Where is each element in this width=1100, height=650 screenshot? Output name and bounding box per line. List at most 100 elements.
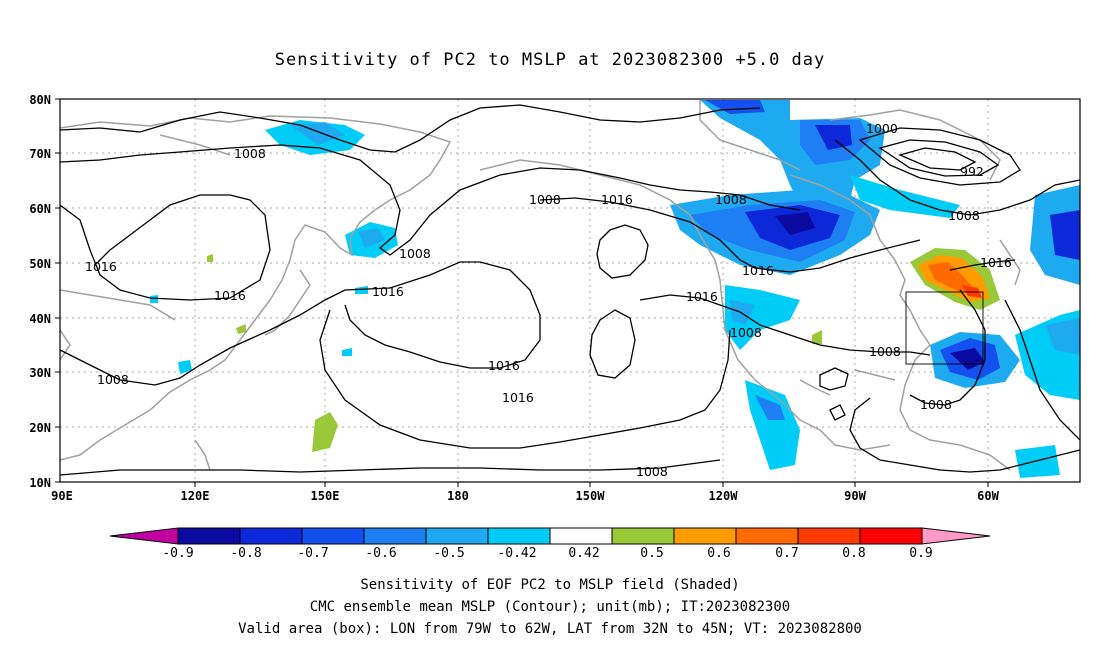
axis-ticks — [55, 98, 989, 487]
caption-line-2: CMC ensemble mean MSLP (Contour); unit(m… — [309, 599, 791, 615]
colorbar-box — [797, 527, 861, 545]
colorbar-label: 0.5 — [640, 546, 663, 561]
colorbar-arrow-low — [109, 527, 179, 545]
shade-atl-dark — [950, 348, 985, 370]
contour-label: 1008 — [948, 208, 980, 223]
shade-natl-dark — [1050, 210, 1080, 260]
shade-canada-darkest — [775, 212, 815, 235]
contour-label: 1008 — [97, 372, 129, 387]
contour-label: 1016 — [488, 358, 520, 373]
lon-tick-label: 120E — [181, 489, 210, 503]
lat-tick-label: 40N — [29, 312, 51, 326]
valid-area-box — [905, 291, 984, 365]
colorbar-box — [239, 527, 303, 545]
contour-label: 1008 — [869, 344, 901, 359]
lon-tick-labels: 90E 120E 150E 180 150W 120W 90W 60W — [51, 489, 999, 503]
lat-tick-label: 10N — [29, 476, 51, 490]
shade-uswest-2 — [730, 300, 755, 325]
shade-mexico-mid — [755, 395, 785, 420]
shade-uswest — [725, 285, 800, 350]
caption-line-1: Sensitivity of EOF PC2 to MSLP field (Sh… — [360, 577, 740, 593]
contour-label: 1000 — [866, 121, 898, 136]
contour-label: 1008 — [399, 246, 431, 261]
colorbar-box — [487, 527, 551, 545]
shade-dot6 — [342, 348, 352, 356]
contour-label: 1016 — [601, 192, 633, 207]
shade-kamchatka-2 — [358, 228, 385, 248]
map-frame — [59, 98, 1081, 483]
colorbar-box — [425, 527, 489, 545]
colorbar-box — [549, 527, 613, 545]
colorbar-label: 0.6 — [707, 546, 730, 561]
shade-bering-2 — [290, 122, 345, 145]
lon-tick-label: 150E — [311, 489, 340, 503]
colorbar-box — [735, 527, 799, 545]
colorbar-label: 0.7 — [775, 546, 798, 561]
colorbar-label: -0.5 — [433, 546, 464, 561]
shade-pos-red — [962, 285, 982, 298]
contour-label: 1008 — [636, 464, 668, 479]
contour-label: 1016 — [502, 390, 534, 405]
shade-atl-se2 — [1045, 318, 1080, 355]
shade-arctic-mid — [705, 100, 765, 114]
sensitivity-shading — [150, 100, 1080, 478]
shade-mexico-light — [745, 380, 800, 470]
colorbar-label: -0.7 — [297, 546, 328, 561]
colorbar — [109, 527, 991, 545]
contour-label: 1008 — [920, 397, 952, 412]
colorbar-box — [859, 527, 923, 545]
contour-label: 1016 — [686, 289, 718, 304]
lat-tick-label: 50N — [29, 257, 51, 271]
shade-dot4 — [178, 360, 192, 374]
colorbar-labels: -0.9 -0.8 -0.7 -0.6 -0.5 -0.42 0.42 0.5 … — [162, 546, 932, 561]
lon-tick-label: 150W — [576, 489, 606, 503]
contour-label: 1008 — [529, 192, 561, 207]
lon-tick-label: 120W — [709, 489, 739, 503]
shade-dot3 — [150, 295, 158, 303]
colorbar-label: 0.8 — [842, 546, 865, 561]
contour-labels: 1008 1008 1008 1008 1008 1008 1008 1008 … — [85, 121, 1012, 479]
contour-label: 1016 — [372, 284, 404, 299]
grid-lines — [60, 99, 1080, 482]
shade-dot7 — [812, 330, 822, 344]
colorbar-label: 0.42 — [568, 546, 599, 561]
shade-dot5 — [355, 286, 368, 294]
contour-label: 1016 — [742, 263, 774, 278]
contour-label: 1008 — [234, 146, 266, 161]
lat-tick-label: 70N — [29, 147, 51, 161]
mslp-contours — [60, 104, 1080, 476]
coastlines — [60, 100, 1021, 471]
shade-atl-s — [1015, 445, 1060, 478]
lat-tick-label: 60N — [29, 202, 51, 216]
contour-label: 1016 — [214, 288, 246, 303]
contour-label: 1008 — [715, 192, 747, 207]
shade-arctic-dark — [815, 125, 852, 150]
lon-tick-label: 60W — [977, 489, 999, 503]
caption-line-3: Valid area (box): LON from 79W to 62W, L… — [238, 621, 862, 637]
colorbar-label: -0.8 — [230, 546, 261, 561]
colorbar-box — [611, 527, 675, 545]
shade-dot1 — [207, 254, 213, 262]
colorbar-box — [177, 527, 241, 545]
caption: Sensitivity of EOF PC2 to MSLP field (Sh… — [0, 574, 1100, 640]
lon-tick-label: 180 — [447, 489, 469, 503]
shade-dot2 — [236, 324, 246, 334]
colorbar-box — [301, 527, 365, 545]
shade-pos-dkorange — [928, 262, 975, 292]
shade-pac-green — [312, 412, 338, 452]
contour-label: 1008 — [730, 325, 762, 340]
contour-label: 1016 — [85, 259, 117, 274]
lat-tick-labels: 80N 70N 60N 50N 40N 30N 20N 10N — [29, 93, 51, 490]
colorbar-box — [363, 527, 427, 545]
contour-label: 992 — [960, 164, 984, 179]
colorbar-label: -0.9 — [162, 546, 193, 561]
contour-label: 1016 — [980, 255, 1012, 270]
lat-tick-label: 20N — [29, 421, 51, 435]
lat-tick-label: 30N — [29, 366, 51, 380]
colorbar-box — [673, 527, 737, 545]
colorbar-label: -0.6 — [365, 546, 396, 561]
map-title: Sensitivity of PC2 to MSLP at 2023082300… — [274, 50, 826, 70]
colorbar-arrow-high — [921, 527, 991, 545]
lon-tick-label: 90W — [844, 489, 866, 503]
